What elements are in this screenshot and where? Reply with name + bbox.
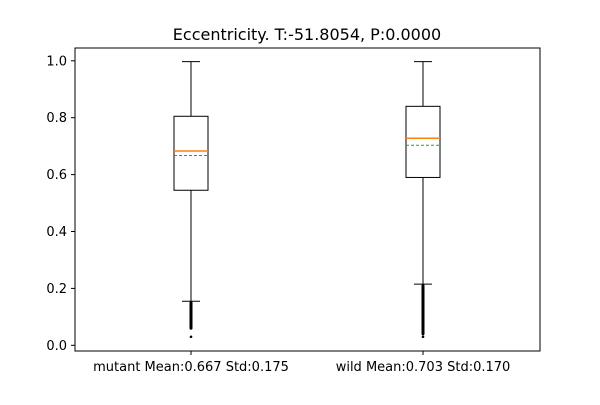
box-iqr: [173, 115, 209, 191]
y-tick-label: 0.0: [46, 339, 67, 354]
y-tick-label: 0.8: [46, 111, 67, 126]
category-label: mutant Mean:0.667 Std:0.175: [93, 360, 289, 375]
y-tick-label: 1.0: [46, 54, 67, 69]
outlier-band-bottom: [189, 326, 193, 330]
outlier-point: [189, 335, 193, 339]
outlier-band-top: [421, 284, 425, 288]
category-label: wild Mean:0.703 Std:0.170: [336, 360, 511, 375]
plot-area: 0.0 0.2 0.4 0.6 0.8 1.0 mutant Mean:0.667 Std:…: [46, 47, 541, 375]
y-tick-label: 0.6: [46, 168, 67, 183]
outlier-band: [189, 302, 193, 329]
y-tick-label: 0.4: [46, 225, 67, 240]
outlier-band-top: [189, 301, 193, 305]
chart-title: Eccentricity. T:-51.8054, P:0.0000: [173, 25, 441, 44]
outlier-band-bottom: [421, 332, 425, 336]
outlier-point: [421, 335, 425, 339]
box-iqr: [405, 105, 441, 178]
plot-frame: [74, 47, 541, 352]
outlier-band: [421, 285, 425, 334]
y-tick-label: 0.2: [46, 282, 67, 297]
